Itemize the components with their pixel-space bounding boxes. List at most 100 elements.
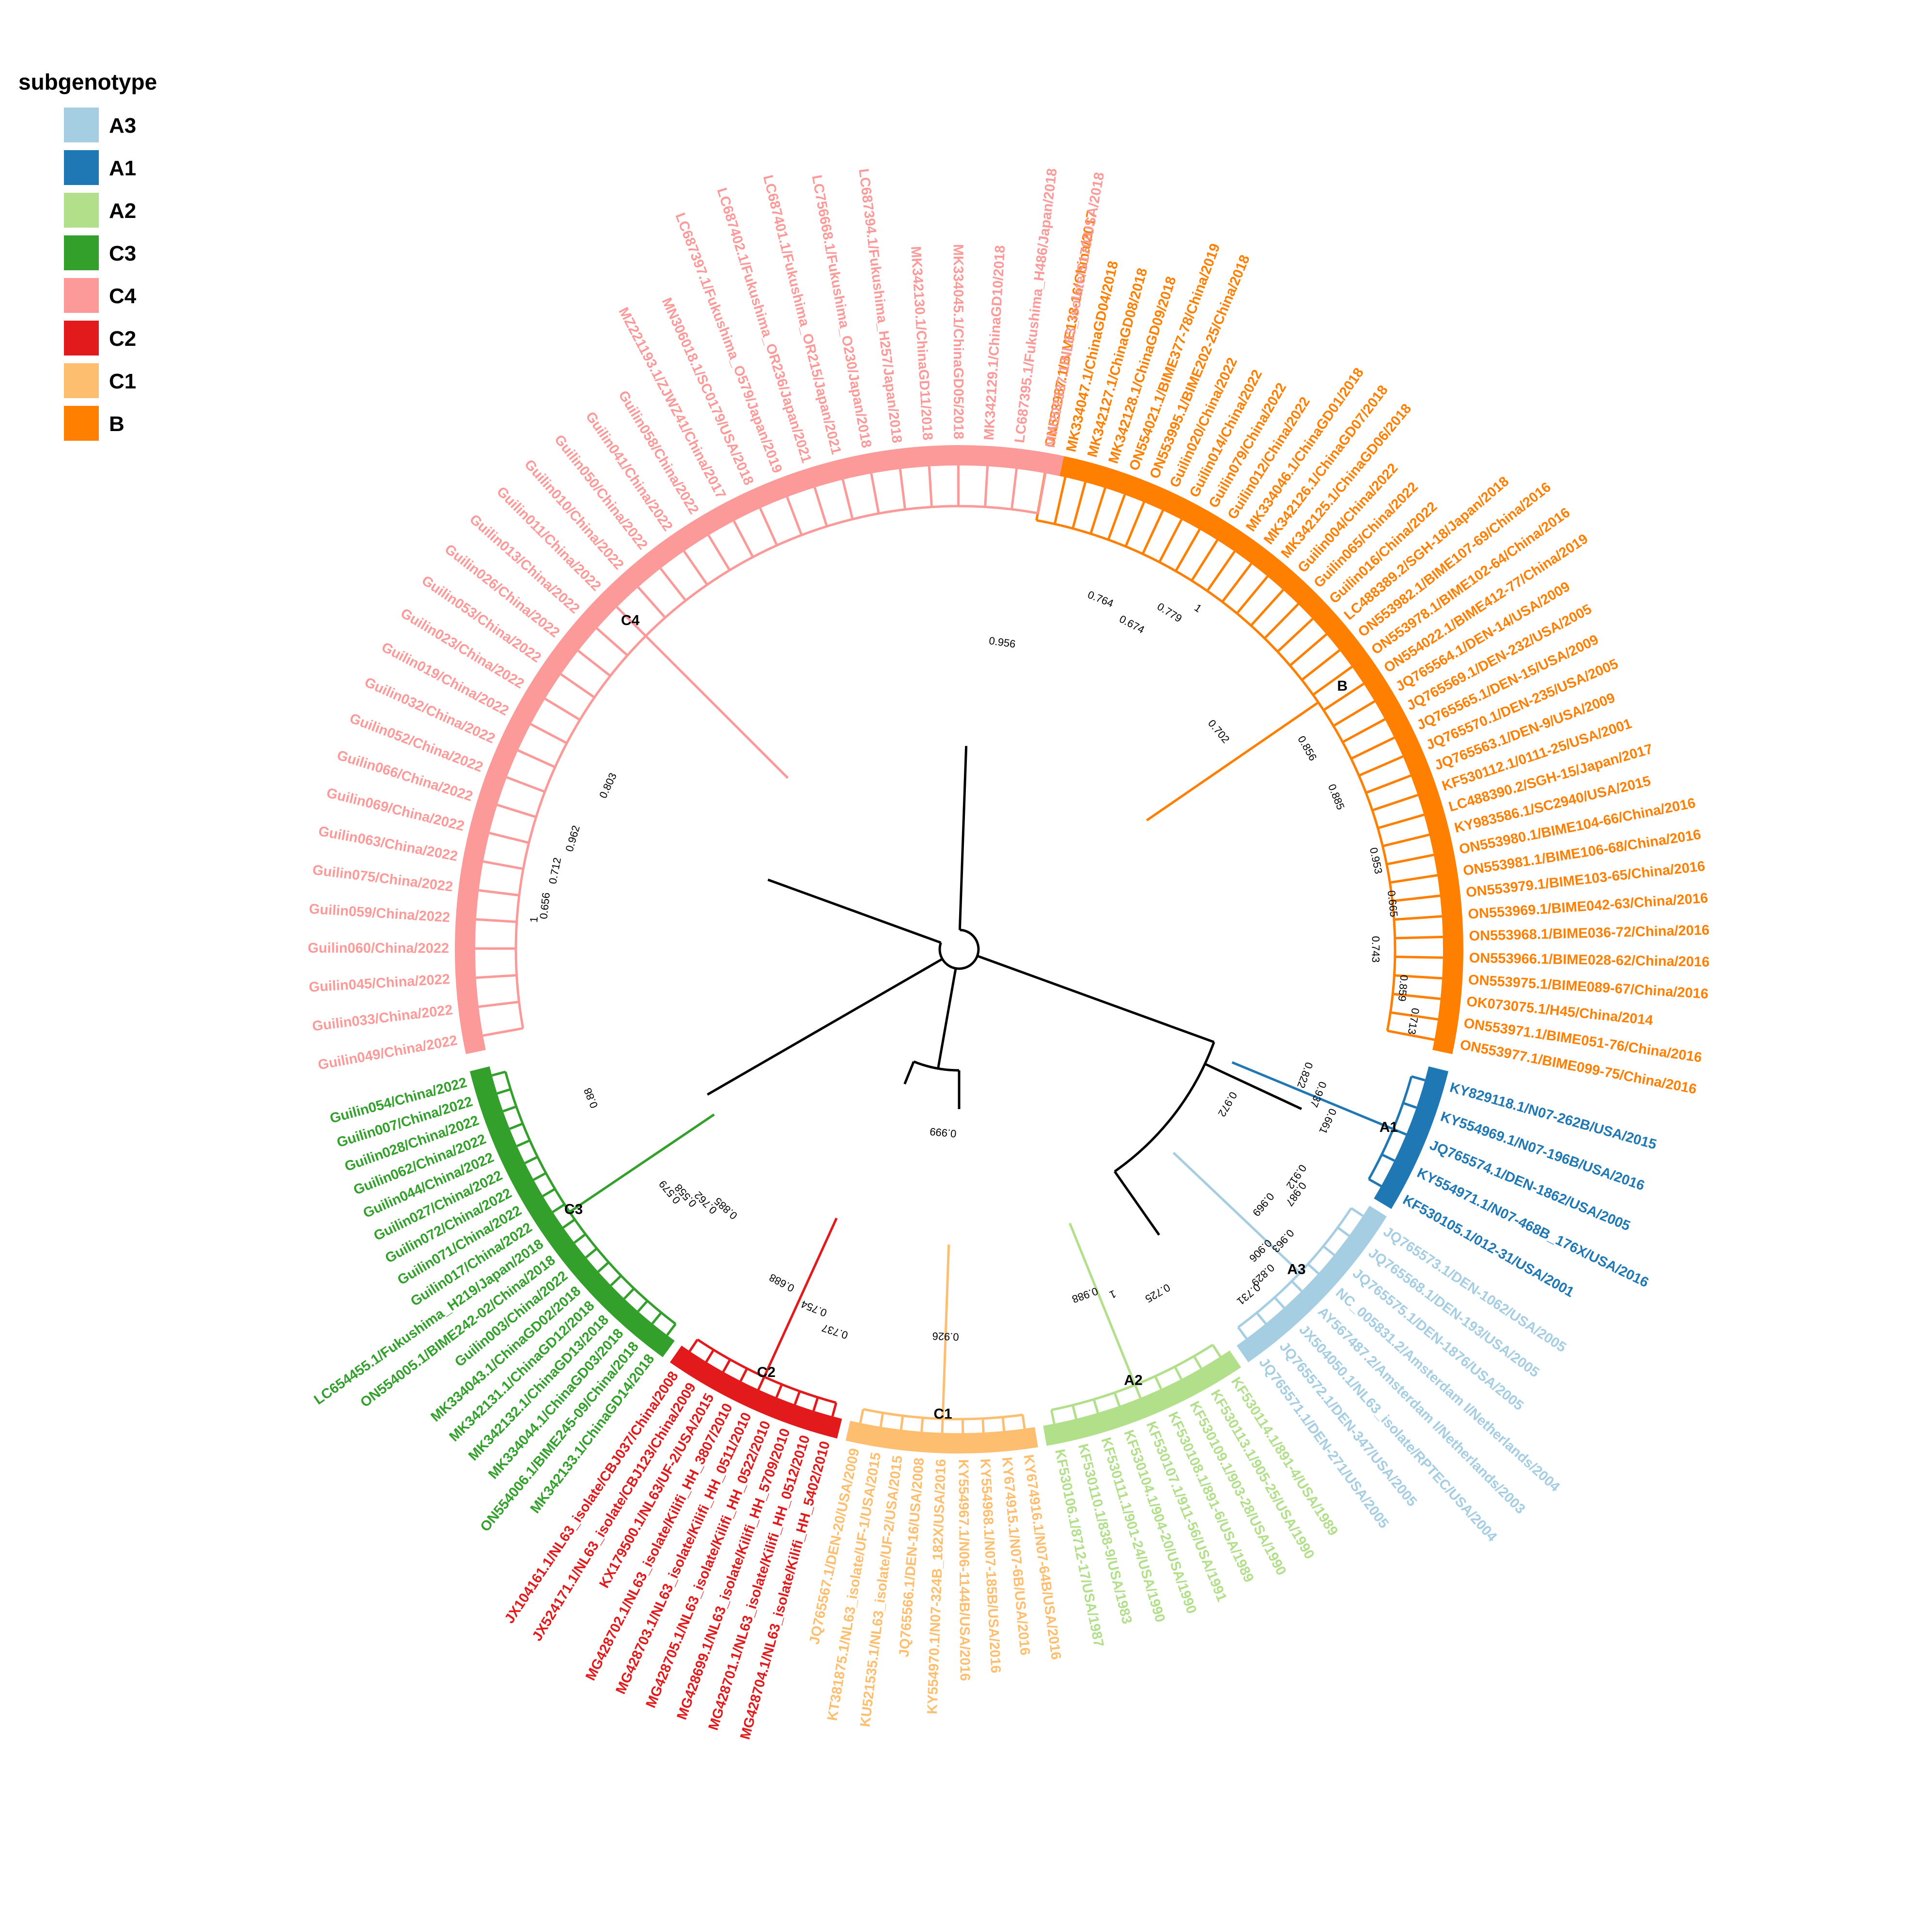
tip-branch [1394, 974, 1443, 980]
support-value: 0.999 [929, 1126, 957, 1140]
tip-branch [483, 860, 524, 870]
tip-branch [497, 1088, 511, 1095]
tip-branch [489, 832, 529, 844]
tip-branch [562, 1218, 575, 1229]
tip-branch [1366, 774, 1412, 794]
tip-branch [530, 723, 568, 744]
tip-branch [757, 1376, 766, 1391]
tip-branch [1107, 494, 1126, 541]
clade-stem [1231, 1061, 1394, 1130]
backbone-branch [977, 955, 1051, 984]
support-value: 0.737 [820, 1322, 849, 1342]
tip-branch [1071, 481, 1086, 529]
tip-branch [813, 487, 828, 527]
backbone-branch [1114, 1171, 1161, 1236]
ring-segment-a3 [1236, 1206, 1387, 1362]
legend-label-a3: A3 [109, 114, 136, 138]
tip-branch [1273, 1297, 1285, 1309]
tip-branch [1071, 1405, 1078, 1419]
tip-branch [1001, 1417, 1006, 1431]
clade-stem [645, 635, 789, 779]
tip-branch [577, 649, 611, 677]
legend-label-a2: A2 [109, 199, 136, 223]
tip-label: Guilin060/China/2022 [308, 941, 449, 956]
tip-branch [1350, 1207, 1364, 1217]
tip-label: Guilin058/China/2022 [615, 388, 701, 517]
ring-segment-a1 [1374, 1066, 1449, 1209]
tip-branch [739, 1368, 748, 1382]
backbone-branch [958, 746, 968, 930]
tip-branch [1312, 665, 1353, 696]
legend-label-c4: C4 [109, 284, 137, 308]
tip-branch [1237, 1326, 1248, 1340]
tip-branch [574, 1233, 587, 1244]
tip-branch [732, 520, 754, 558]
backbone-branch [707, 958, 943, 1096]
tip-branch [707, 535, 731, 571]
support-value: 0.972 [1216, 1090, 1240, 1119]
legend-swatch-a2 [64, 193, 99, 228]
tip-branch [705, 1349, 715, 1363]
tip-branch [544, 697, 581, 721]
tip-branch [542, 1188, 556, 1197]
tip-label: KY554967.1/N06-1144B/USA/2016 [955, 1459, 973, 1681]
clade-stem [1146, 701, 1319, 821]
tip-label: Guilin063/China/2022 [317, 823, 459, 864]
a-arc [1114, 1041, 1215, 1173]
tip-branch [1342, 718, 1386, 743]
backbone-branch [903, 1061, 915, 1085]
tip-branch [1350, 736, 1395, 760]
clade-label-a3: A3 [1287, 1261, 1305, 1277]
tip-label: MK342129.1/ChinaGD10/2018 [981, 245, 1009, 441]
tip-branch [1377, 813, 1425, 830]
tip-labels: ON553987.1/BIME133-16/China/2017MK334047… [308, 168, 1709, 1741]
backbone-branch [1050, 981, 1215, 1043]
support-value: 0.754 [799, 1298, 828, 1319]
tip-branch [524, 1156, 538, 1164]
support-value: 0.656 [537, 892, 552, 919]
tip-label: KY554968.1/N07-185B/USA/2016 [977, 1458, 1003, 1673]
support-value: 0.779 [1155, 600, 1184, 624]
tip-branch [775, 1384, 783, 1398]
tip-branch [616, 606, 647, 637]
clade-stem [1069, 1222, 1136, 1386]
tip-branch [1301, 649, 1340, 681]
clade-label-c4: C4 [621, 613, 640, 629]
tip-branch [1393, 1128, 1407, 1136]
tip-branch [516, 1139, 530, 1147]
tip-branch [659, 568, 687, 602]
support-value: 0.713 [1406, 1007, 1422, 1035]
tip-label: Guilin075/China/2022 [311, 862, 453, 895]
backbone-branch [1204, 1063, 1302, 1110]
ring-segment-c3 [469, 1066, 675, 1358]
tip-branch [1134, 1384, 1142, 1399]
tip-branch [597, 1261, 610, 1273]
legend-swatch-c1 [64, 363, 99, 398]
tip-branch [793, 1391, 801, 1405]
tip-label: ON553968.1/BIME036-72/China/2016 [1469, 923, 1709, 944]
legend-swatch-c2 [64, 321, 99, 355]
tip-branch [759, 508, 778, 546]
tip-branch [1372, 794, 1418, 812]
tip-branch [1390, 874, 1438, 884]
tip-branch [533, 1172, 547, 1181]
tip-branch [812, 1397, 819, 1411]
tip-branch [786, 496, 803, 536]
tip-branch [920, 1417, 924, 1432]
support-value: 0.674 [1117, 613, 1147, 636]
support-value: 0.688 [767, 1271, 796, 1295]
support-value: 1 [1192, 602, 1204, 615]
tip-branch [1256, 1312, 1267, 1325]
tip-branch [479, 889, 520, 896]
c-arc [913, 1060, 960, 1072]
legend-label-c1: C1 [109, 370, 136, 393]
tip-branch [1113, 1392, 1121, 1406]
tip-branch [1010, 468, 1018, 510]
support-value: 0.743 [1370, 936, 1382, 962]
tip-branch [1290, 1280, 1303, 1292]
support-value: 0.712 [546, 856, 563, 885]
clade-label-a2: A2 [1124, 1373, 1142, 1389]
tip-branch [506, 776, 545, 793]
tip-label: KY829118.1/N07-262B/USA/2015 [1448, 1080, 1658, 1152]
